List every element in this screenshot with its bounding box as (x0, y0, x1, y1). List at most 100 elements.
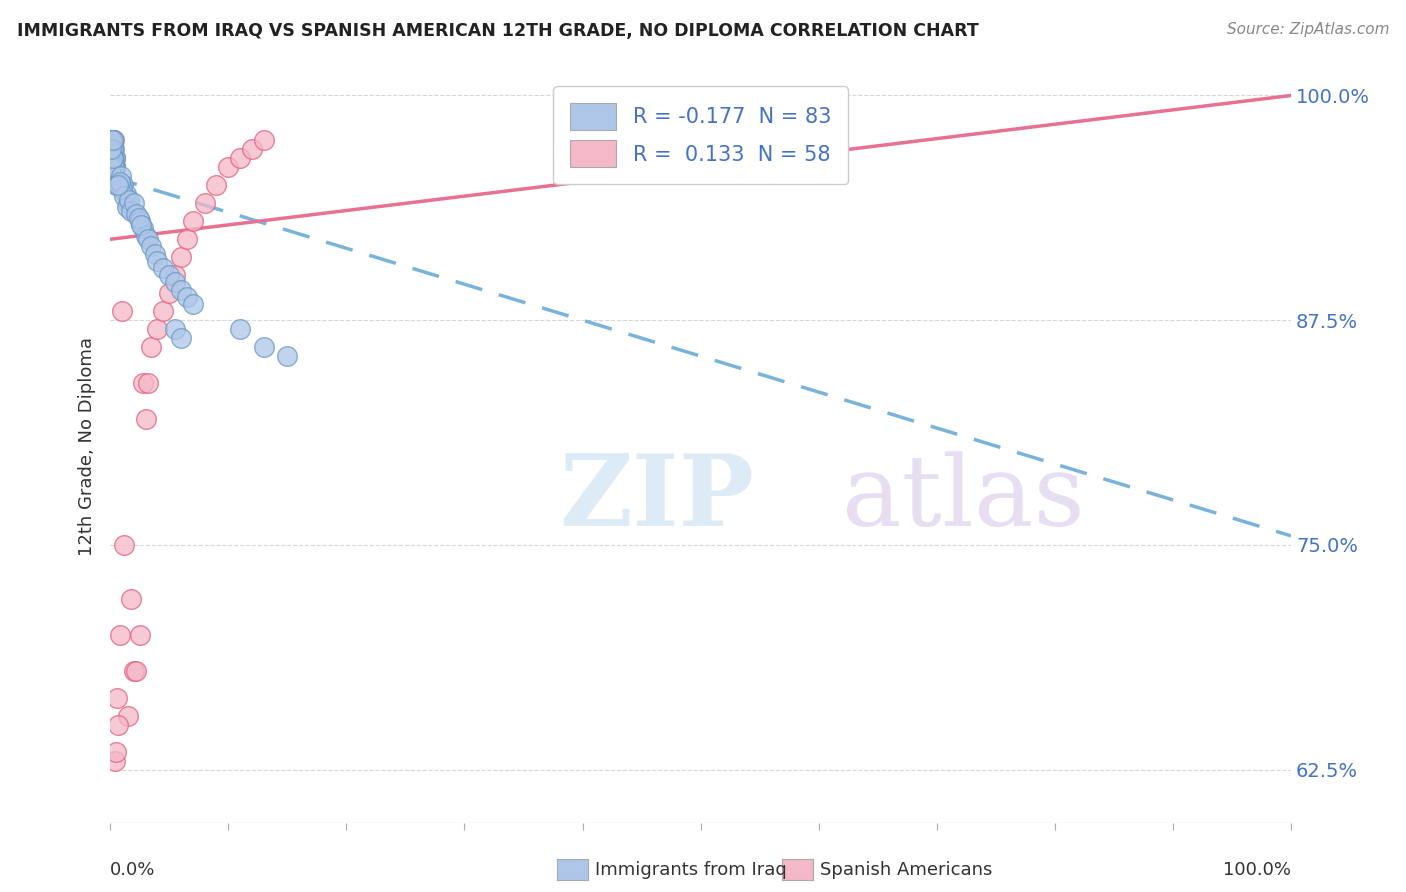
Point (120, 591, 142, 606)
Point (101, 142, 124, 156)
Point (136, 376, 159, 390)
Text: Spanish Americans: Spanish Americans (820, 861, 993, 879)
Point (101, 152, 124, 166)
Point (122, 664, 145, 678)
Point (101, 161, 124, 175)
Point (117, 196, 139, 211)
Point (128, 214, 150, 228)
Point (176, 232, 198, 246)
Point (101, 133, 124, 147)
Point (103, 152, 125, 166)
Point (112, 189, 135, 203)
Point (100, 142, 122, 156)
Point (136, 232, 159, 246)
Point (128, 211, 150, 225)
Point (101, 161, 124, 175)
Point (141, 340, 163, 354)
Point (229, 152, 252, 166)
Point (100, 161, 122, 175)
Point (103, 161, 125, 175)
Point (100, 142, 122, 156)
Point (100, 133, 122, 147)
Point (101, 133, 124, 147)
Point (101, 161, 124, 175)
Point (100, 133, 122, 147)
Point (103, 161, 125, 175)
Point (101, 142, 124, 156)
Point (104, 161, 127, 175)
Point (157, 268, 180, 283)
Point (107, 178, 129, 193)
Point (101, 152, 124, 166)
Point (101, 161, 124, 175)
Point (101, 142, 124, 156)
Point (101, 152, 124, 166)
Point (101, 161, 124, 175)
Point (103, 161, 125, 175)
Point (120, 203, 142, 218)
Point (105, 690, 128, 705)
Point (100, 142, 122, 156)
Point (104, 161, 127, 175)
Point (117, 708, 139, 723)
Point (101, 133, 124, 147)
Point (108, 175, 131, 189)
Point (101, 152, 124, 166)
Point (104, 152, 127, 166)
Point (101, 161, 124, 175)
Point (276, 349, 298, 363)
Point (101, 169, 124, 184)
Point (103, 133, 125, 147)
Point (110, 169, 132, 184)
Point (103, 142, 125, 156)
Point (217, 161, 239, 175)
Point (100, 152, 122, 166)
Point (125, 664, 148, 678)
Point (100, 142, 122, 156)
Point (100, 142, 122, 156)
Point (112, 538, 135, 552)
Point (152, 260, 174, 275)
Point (165, 322, 187, 336)
Point (129, 218, 152, 232)
Point (114, 187, 136, 202)
Text: IMMIGRANTS FROM IRAQ VS SPANISH AMERICAN 12TH GRADE, NO DIPLOMA CORRELATION CHAR: IMMIGRANTS FROM IRAQ VS SPANISH AMERICAN… (17, 22, 979, 40)
Point (128, 628, 150, 642)
Point (118, 193, 141, 207)
Point (170, 331, 193, 345)
Point (101, 169, 124, 184)
Point (132, 376, 155, 390)
Point (132, 221, 155, 235)
Point (125, 207, 148, 221)
Point (112, 178, 135, 193)
Y-axis label: 12th Grade, No Diploma: 12th Grade, No Diploma (79, 336, 96, 556)
Point (100, 142, 122, 156)
Point (111, 304, 134, 318)
Point (101, 152, 124, 166)
Point (107, 717, 129, 731)
Point (103, 169, 125, 184)
Point (181, 297, 204, 311)
Text: Immigrants from Iraq: Immigrants from Iraq (595, 861, 787, 879)
Point (100, 152, 122, 166)
Legend: R = -0.177  N = 83, R =  0.133  N = 58: R = -0.177 N = 83, R = 0.133 N = 58 (554, 87, 848, 184)
Point (104, 152, 127, 166)
Point (253, 340, 276, 354)
Point (100, 142, 122, 156)
Point (103, 161, 125, 175)
Point (229, 322, 252, 336)
Point (143, 246, 166, 260)
Text: 0.0%: 0.0% (110, 861, 156, 879)
Point (100, 152, 122, 166)
Point (194, 196, 217, 211)
Point (101, 169, 124, 184)
Point (152, 304, 174, 318)
Point (100, 133, 122, 147)
Point (100, 133, 122, 147)
Point (100, 133, 122, 147)
Point (104, 169, 127, 184)
Point (157, 286, 180, 301)
Point (103, 152, 125, 166)
Point (146, 253, 169, 268)
Point (111, 182, 134, 196)
